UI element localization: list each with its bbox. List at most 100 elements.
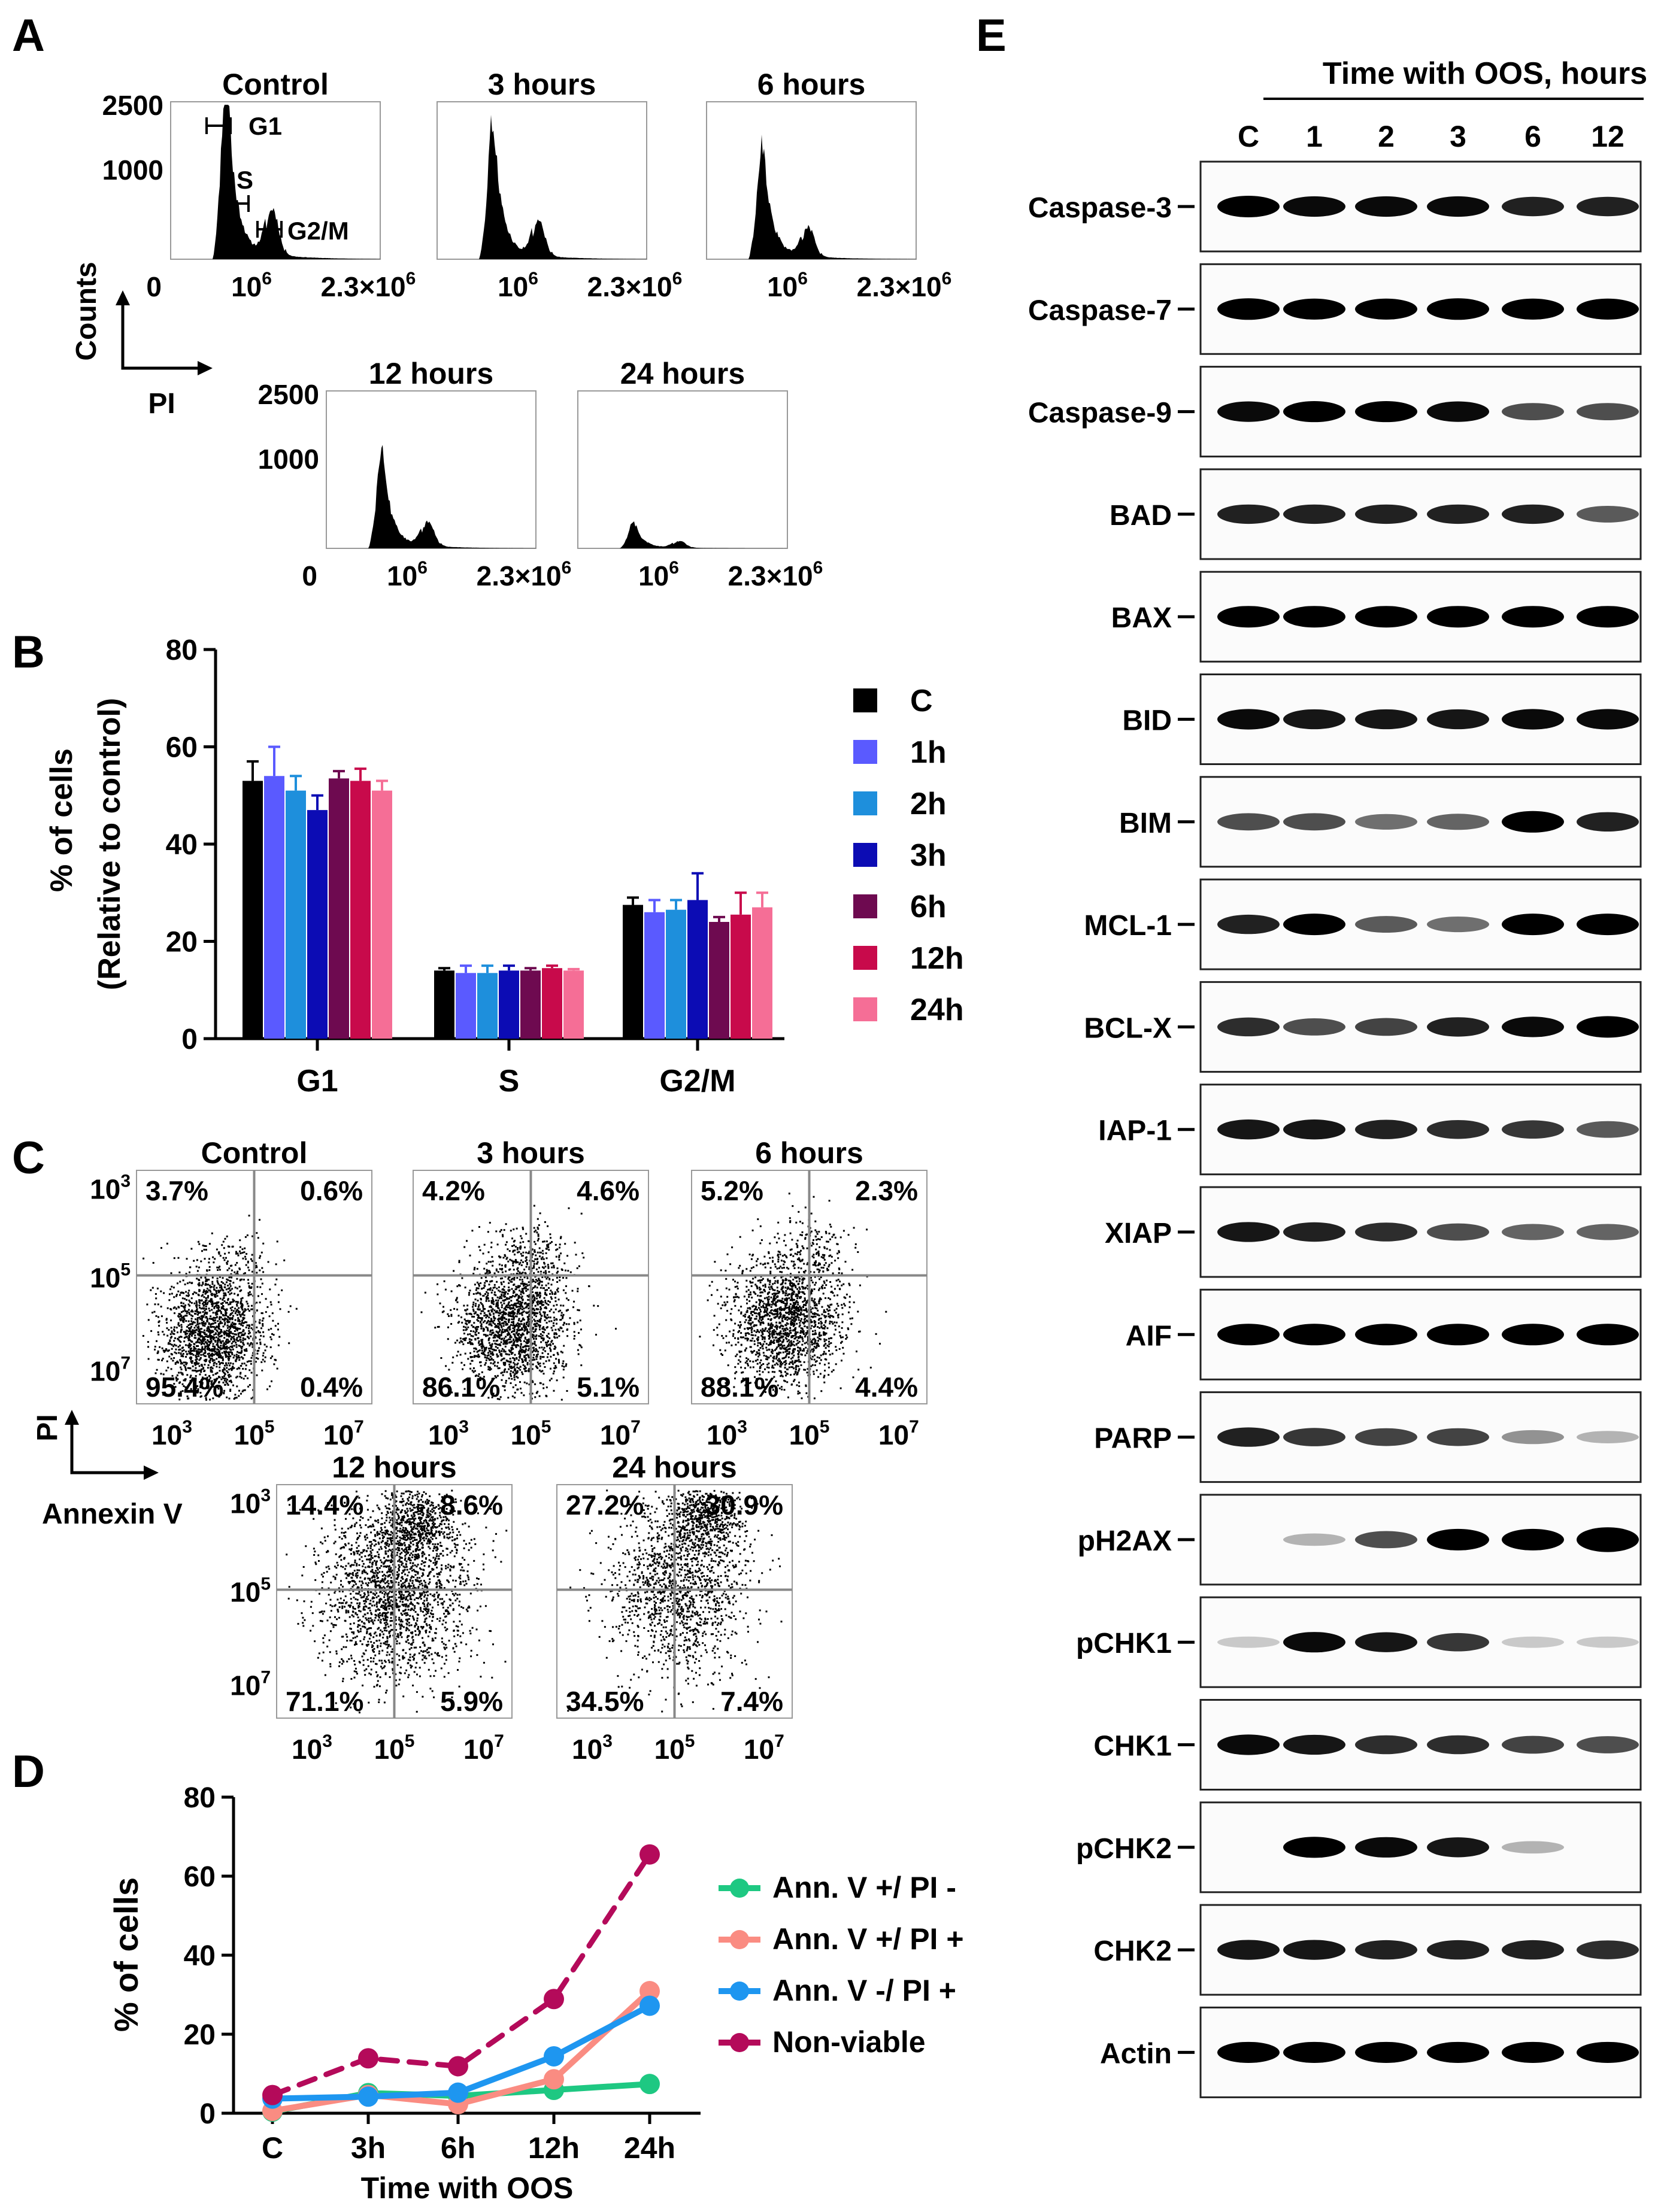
histogram-distribution: [620, 521, 787, 548]
bar: [542, 968, 562, 1039]
x-tick-label: 6h: [441, 2131, 475, 2165]
axis-label-annexin: Annexin V: [42, 1498, 183, 1530]
protein-band: [1427, 401, 1489, 422]
protein-band: [1502, 1841, 1564, 1854]
protein-band: [1577, 298, 1639, 320]
protein-band: [1355, 1428, 1417, 1446]
quadrant-ll: 86.1%: [422, 1371, 500, 1403]
y-tick-label: 2500: [258, 379, 319, 410]
histogram-distribution: [748, 134, 916, 259]
protein-band: [1502, 1735, 1564, 1754]
protein-band: [1427, 1119, 1489, 1139]
protein-band: [1283, 504, 1345, 524]
lane-label: 1: [1306, 120, 1323, 153]
protein-band: [1217, 298, 1280, 320]
protein-band: [1427, 1940, 1489, 1960]
protein-band: [1502, 914, 1564, 936]
panel-letter-a: A: [12, 10, 45, 61]
panel-letter-b: B: [12, 627, 45, 678]
protein-band: [1355, 1632, 1417, 1652]
panel-a-histograms: Control 106 2.3×106 3 hours 106 2.3×106 6 hour…: [71, 68, 951, 591]
blot-label: pH2AX: [1078, 1525, 1172, 1557]
protein-band: [1283, 1734, 1345, 1755]
bar: [264, 776, 284, 1039]
event-dots: [699, 1193, 887, 1400]
data-point: [544, 2069, 564, 2090]
protein-band: [1577, 1224, 1639, 1240]
protein-band: [1577, 709, 1639, 730]
y-tick-label: 0: [181, 1024, 198, 1055]
histogram-title: 3 hours: [488, 68, 596, 101]
protein-band: [1427, 709, 1489, 730]
protein-band: [1355, 298, 1417, 320]
protein-band: [1283, 1940, 1345, 1960]
x-tick-label: 24h: [624, 2131, 675, 2165]
panel-letter-d: D: [12, 1746, 45, 1797]
protein-band: [1355, 916, 1417, 933]
protein-band: [1577, 812, 1639, 832]
protein-band: [1502, 196, 1564, 217]
arrow-head: [116, 290, 130, 305]
x-tick-label: 105: [654, 1731, 695, 1765]
legend-label: 1h: [910, 735, 947, 770]
protein-band: [1502, 709, 1564, 730]
protein-band: [1283, 813, 1345, 831]
blot-frame: [1199, 1494, 1642, 1586]
y-tick-label: 40: [184, 1940, 216, 1972]
y-tick-label: 20: [166, 927, 198, 958]
blot-label: Caspase-9: [1028, 398, 1172, 429]
data-point: [448, 2056, 468, 2077]
bar: [434, 970, 454, 1039]
protein-band: [1217, 709, 1280, 730]
data-point: [358, 2048, 378, 2069]
legend-swatch: [853, 791, 877, 815]
bar: [307, 810, 328, 1039]
lane-label: C: [1238, 120, 1259, 153]
arrow-head: [65, 1410, 79, 1425]
x-tick-label: S: [499, 1064, 520, 1099]
blot-frame: [1199, 160, 1642, 253]
protein-band: [1217, 813, 1280, 831]
protein-band: [1283, 401, 1345, 423]
protein-band: [1217, 1636, 1280, 1648]
lane-label: 12: [1591, 120, 1624, 153]
blot-frame: [1199, 1288, 1642, 1380]
data-point: [639, 2074, 660, 2095]
x-tick-label: 106: [387, 558, 428, 591]
protein-band: [1577, 196, 1639, 217]
bar: [709, 922, 729, 1039]
protein-band: [1355, 1837, 1417, 1858]
protein-band: [1355, 1018, 1417, 1036]
histogram-distribution: [479, 114, 647, 259]
x-tick-label: 103: [292, 1731, 332, 1765]
x-tick-label: 107: [463, 1731, 504, 1765]
blot-label: Actin: [1100, 2038, 1172, 2070]
bar: [731, 914, 751, 1039]
blot-label: BIM: [1119, 808, 1172, 839]
protein-band: [1502, 1940, 1564, 1960]
blot-frame: [1199, 1596, 1642, 1688]
bar: [350, 781, 371, 1039]
axes-arrow: [121, 293, 210, 370]
gate-label-g1: G1: [248, 112, 282, 140]
quadrant-lr: 5.9%: [440, 1686, 503, 1717]
bar: [477, 973, 498, 1039]
blot-label: MCL-1: [1084, 910, 1172, 942]
protein-band: [1283, 196, 1345, 217]
x-tick-label: G2/M: [659, 1064, 735, 1099]
protein-band: [1427, 1017, 1489, 1037]
blot-label: BAX: [1111, 602, 1172, 634]
legend-label: Ann. V -/ PI +: [772, 1974, 956, 2007]
legend-marker: [730, 1879, 749, 1898]
protein-band: [1427, 196, 1489, 217]
blot-label: CHK2: [1093, 1935, 1172, 1967]
protein-band: [1355, 401, 1417, 423]
arrow-head: [144, 1465, 159, 1480]
protein-band: [1427, 917, 1489, 933]
y-tick-label: 60: [166, 732, 198, 764]
quadrant-lr: 4.4%: [855, 1371, 918, 1403]
protein-band: [1217, 1324, 1280, 1346]
protein-band: [1577, 1121, 1639, 1138]
protein-band: [1283, 1324, 1345, 1346]
quadrant-lr: 0.4%: [300, 1371, 363, 1403]
